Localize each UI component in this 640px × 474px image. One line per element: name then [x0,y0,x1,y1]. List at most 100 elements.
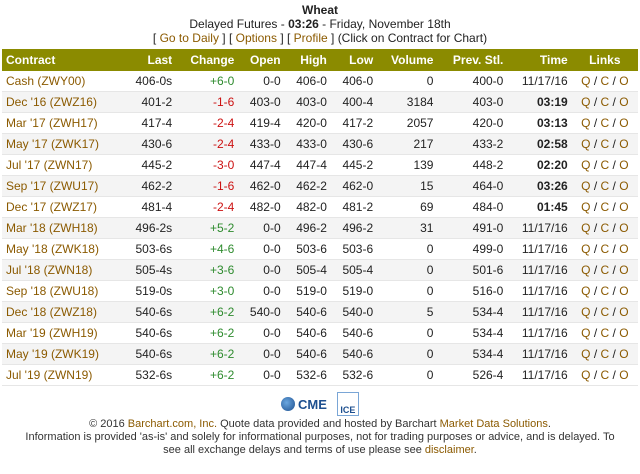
link-c[interactable]: C [600,200,610,214]
page-header: Wheat Delayed Futures - 03:26 - Friday, … [0,3,640,45]
link-o[interactable]: O [619,284,629,298]
link-q[interactable]: Q [581,305,591,319]
link-o[interactable]: O [619,242,629,256]
link-o[interactable]: O [619,116,629,130]
contract-cell[interactable]: Dec '17 (ZWZ17) [2,196,123,218]
open-cell: 403-0 [238,91,285,113]
high-cell: 532-6 [284,364,331,386]
link-q[interactable]: Q [581,74,591,88]
contract-cell[interactable]: Jul '17 (ZWN17) [2,154,123,176]
table-header-row: Contract Last Change Open High Low Volum… [2,49,638,71]
contract-cell[interactable]: Jul '18 (ZWN18) [2,259,123,281]
time-cell: 11/17/16 [507,71,572,92]
contract-cell[interactable]: Mar '17 (ZWH17) [2,112,123,134]
link-c[interactable]: C [600,95,610,109]
time-cell: 11/17/16 [507,280,572,302]
change-cell: -2-4 [176,196,239,218]
time-cell: 02:58 [507,133,572,155]
options-link[interactable]: Options [235,31,277,45]
low-cell: 496-2 [330,217,378,239]
link-q[interactable]: Q [581,137,591,151]
link-o[interactable]: O [619,179,629,193]
link-q[interactable]: Q [581,158,591,172]
link-q[interactable]: Q [581,368,591,382]
contract-cell[interactable]: Sep '17 (ZWU17) [2,175,123,197]
link-o[interactable]: O [619,305,629,319]
prev-stl-cell: 534-4 [437,322,508,344]
links-cell: Q / C / O [571,133,638,155]
link-o[interactable]: O [619,326,629,340]
link-q[interactable]: Q [581,221,591,235]
col-last: Last [122,49,177,71]
barchart-link[interactable]: Barchart.com, Inc. [127,418,218,430]
link-o[interactable]: O [619,263,629,277]
link-c[interactable]: C [600,137,610,151]
link-c[interactable]: C [600,116,610,130]
contract-cell[interactable]: May '18 (ZWK18) [2,238,123,260]
low-cell: 430-6 [330,133,378,155]
change-cell: +3-0 [176,280,239,302]
link-q[interactable]: Q [581,95,591,109]
contract-cell[interactable]: Dec '18 (ZWZ18) [2,301,123,323]
link-o[interactable]: O [619,347,629,361]
volume-cell: 0 [377,238,438,260]
link-c[interactable]: C [600,221,610,235]
link-o[interactable]: O [619,95,629,109]
prev-stl-cell: 499-0 [437,238,508,260]
link-q[interactable]: Q [581,242,591,256]
col-low: Low [330,49,378,71]
link-q[interactable]: Q [581,179,591,193]
high-cell: 406-0 [284,71,331,92]
contract-cell[interactable]: Jul '19 (ZWN19) [2,364,123,386]
link-q[interactable]: Q [581,347,591,361]
disclaimer-link[interactable]: disclaimer [424,444,474,456]
link-o[interactable]: O [619,200,629,214]
contract-cell[interactable]: Sep '18 (ZWU18) [2,280,123,302]
link-c[interactable]: C [600,305,610,319]
table-row: May '17 (ZWK17) 430-6 -2-4 433-0 433-0 430-6 2… [2,133,638,155]
link-c[interactable]: C [600,326,610,340]
link-c[interactable]: C [600,179,610,193]
contract-cell[interactable]: Dec '16 (ZWZ16) [2,91,123,113]
link-q[interactable]: Q [581,263,591,277]
last-cell: 417-4 [122,112,177,134]
high-cell: 403-0 [284,91,331,113]
contract-cell[interactable]: May '17 (ZWK17) [2,133,123,155]
high-cell: 420-0 [284,112,331,134]
link-c[interactable]: C [600,74,610,88]
link-o[interactable]: O [619,137,629,151]
time-cell: 02:20 [507,154,572,176]
link-c[interactable]: C [600,368,610,382]
contract-cell[interactable]: Mar '19 (ZWH19) [2,322,123,344]
contract-cell[interactable]: May '19 (ZWK19) [2,343,123,365]
link-c[interactable]: C [600,263,610,277]
link-o[interactable]: O [619,158,629,172]
market-data-solutions-link[interactable]: Market Data Solutions [439,418,548,430]
profile-link[interactable]: Profile [293,31,328,45]
link-o[interactable]: O [619,74,629,88]
links-cell: Q / C / O [571,301,638,323]
time-cell: 11/17/16 [507,343,572,365]
low-cell: 462-0 [330,175,378,197]
low-cell: 406-0 [330,71,378,92]
link-c[interactable]: C [600,158,610,172]
contract-cell[interactable]: Mar '18 (ZWH18) [2,217,123,239]
link-c[interactable]: C [600,284,610,298]
go-to-daily-link[interactable]: Go to Daily [159,31,219,45]
link-q[interactable]: Q [581,200,591,214]
link-c[interactable]: C [600,347,610,361]
link-c[interactable]: C [600,242,610,256]
table-row: Dec '18 (ZWZ18) 540-6s +6-2 540-0 540-6 540-0… [2,301,638,323]
link-o[interactable]: O [619,368,629,382]
link-q[interactable]: Q [581,116,591,130]
footer: © 2016 Barchart.com, Inc. Quote data pro… [0,418,640,457]
volume-cell: 0 [377,343,438,365]
link-q[interactable]: Q [581,326,591,340]
contract-cell[interactable]: Cash (ZWY00) [2,71,123,92]
link-o[interactable]: O [619,221,629,235]
time-cell: 11/17/16 [507,238,572,260]
links-cell: Q / C / O [571,259,638,281]
prev-stl-cell: 534-4 [437,343,508,365]
link-q[interactable]: Q [581,284,591,298]
low-cell: 417-2 [330,112,378,134]
